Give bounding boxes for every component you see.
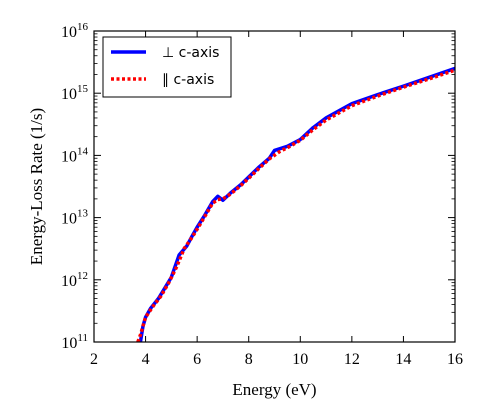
x-tick-label: 14 [395,351,411,368]
x-tick-label: 8 [245,351,253,368]
series-line-parallel [136,68,455,342]
y-tick-label: 1013 [61,208,89,228]
legend-label-perpendicular: ⊥ c-axis [162,45,219,61]
x-tick-label: 4 [142,351,150,368]
x-tick-label: 12 [344,351,360,368]
x-tick-label: 10 [292,351,308,368]
x-tick-label: 6 [193,351,201,368]
y-tick-label: 1014 [61,145,89,165]
legend: ⊥ c-axis ∥ c-axis [102,36,232,98]
x-tick-label: 16 [447,351,463,368]
y-tick-label: 1012 [61,270,88,290]
x-tick-label: 2 [90,351,98,368]
series-layer [136,66,455,342]
legend-label-parallel: ∥ c-axis [162,72,214,88]
y-tick-label: 1016 [61,21,89,41]
plot-frame [93,30,456,343]
x-axis-title: Energy (eV) [232,380,316,399]
y-tick-label: 1015 [61,83,89,103]
y-tick-label: 1011 [61,332,88,352]
legend-box [102,36,232,98]
y-axis-title: Energy-Loss Rate (1/s) [27,108,46,265]
